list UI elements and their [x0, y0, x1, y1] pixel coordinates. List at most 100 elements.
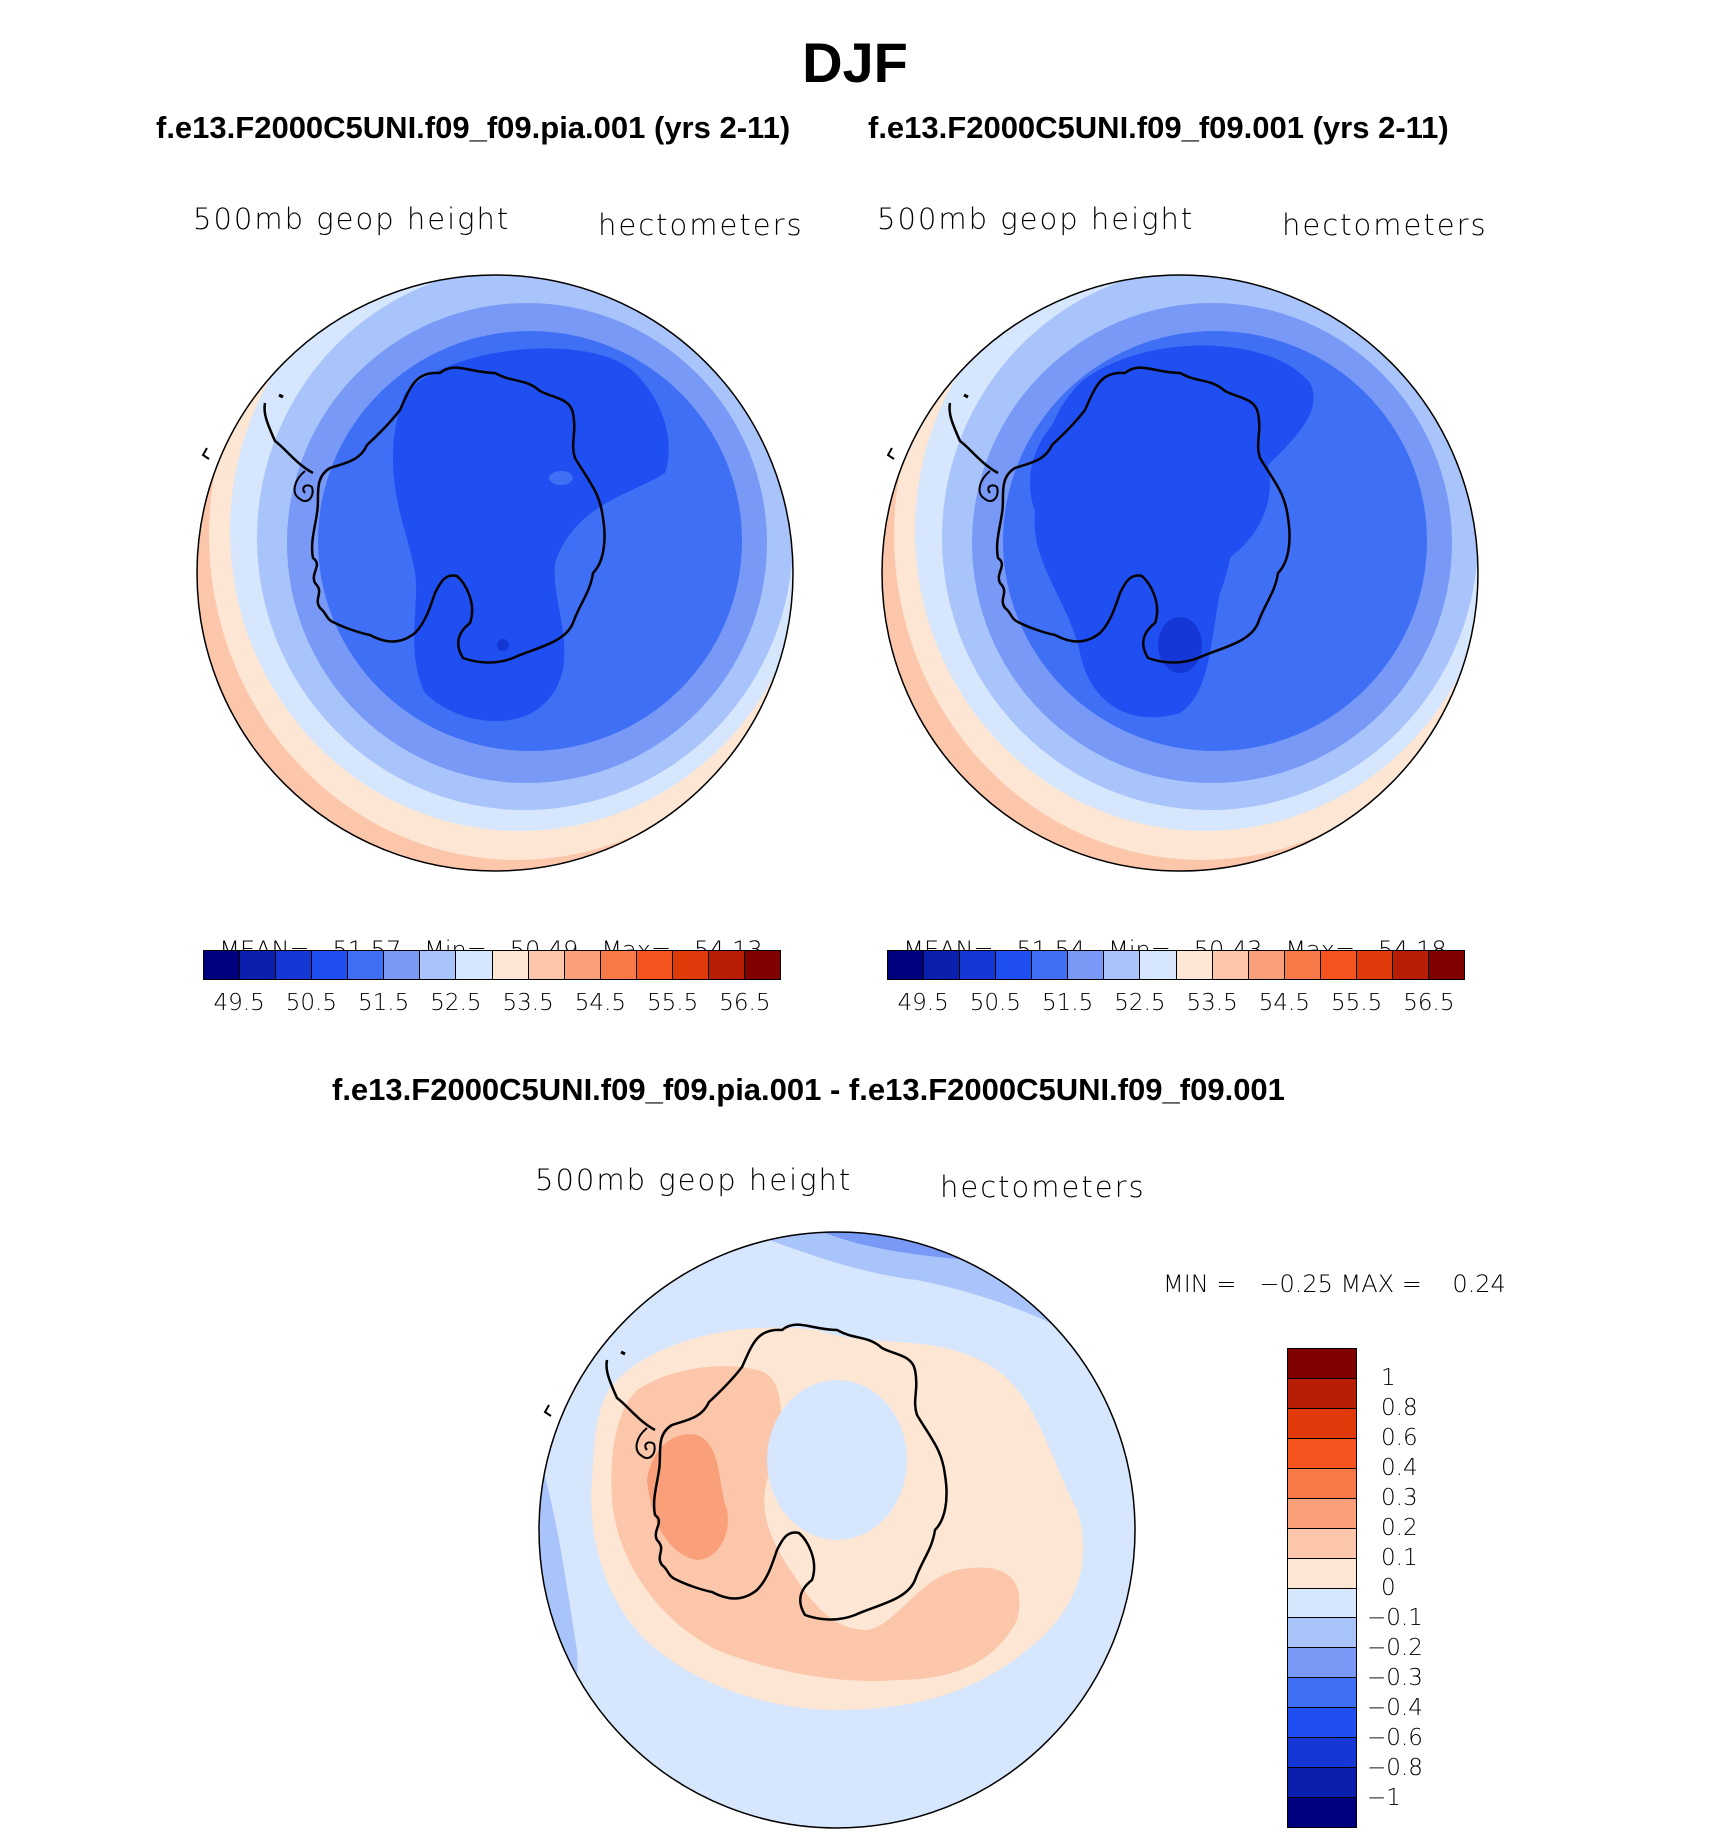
panel-1-colorbar-tick-label: 56.5: [719, 990, 771, 1016]
panel-1-colorbar-swatch: [636, 951, 673, 979]
diff-polar-map: [538, 1231, 1136, 1829]
diff-antarctica-coastline: [652, 1323, 948, 1621]
diff-colorbar: [1287, 1348, 1357, 1828]
diff-colorbar-swatch: [1288, 1558, 1356, 1589]
panel-2-colorbar-swatch: [1140, 951, 1177, 979]
panel-1-colorbar-swatch: [456, 951, 493, 979]
diff-colorbar-tick-label: −0.8: [1367, 1755, 1423, 1781]
panel-2-colorbar-swatch: [1176, 951, 1213, 979]
panel-2-colorbar-tick-label: 55.5: [1331, 990, 1383, 1016]
panel-2-colorbar-tick-label: 56.5: [1403, 990, 1455, 1016]
diff-min-max-stats: MIN = −0.25 MAX = 0.24: [1163, 1270, 1506, 1298]
panel-2-colorbar-swatch: [1392, 951, 1429, 979]
panel-2-colorbar: [887, 950, 1465, 980]
panel-2-colorbar-swatch: [1248, 951, 1285, 979]
diff-colorbar-tick-label: −0.2: [1367, 1635, 1423, 1661]
panel-2-colorbar-swatch: [1032, 951, 1069, 979]
panel-1-colorbar-swatch: [240, 951, 277, 979]
panel-2-colorbar-labels: 49.5 50.5 51.5 52.5 53.5 54.5 55.5 56.5: [887, 990, 1465, 1020]
panel-1-polar-map: [196, 274, 794, 872]
diff-variable-label: 500mb geop height: [535, 1163, 853, 1197]
panel-1-colorbar-swatch: [564, 951, 601, 979]
diff-colorbar-labels: 1 0.8 0.6 0.4 0.3 0.2 0.1 0 −0.1 −0.2 −0.3 −0.4 −0.6…: [1367, 1348, 1467, 1828]
diff-colorbar-swatch: [1288, 1768, 1356, 1799]
panel-2-colorbar-tick-label: 49.5: [897, 990, 949, 1016]
panel-2-case-title: f.e13.F2000C5UNI.f09_f09.001 (yrs 2-11): [868, 110, 1449, 145]
panel-2-colorbar-tick-label: 54.5: [1258, 990, 1310, 1016]
panel-1-colorbar-swatch: [204, 951, 241, 979]
diff-colorbar-tick-label: −1: [1367, 1785, 1401, 1811]
diff-colorbar-swatch: [1288, 1349, 1356, 1379]
diff-colorbar-tick-label: 0.3: [1381, 1485, 1418, 1511]
panel-2-antarctica-coastline: [995, 366, 1291, 664]
diff-colorbar-swatch: [1288, 1648, 1356, 1679]
panel-2-colorbar-swatch: [996, 951, 1033, 979]
panel-2-polar-map: [881, 274, 1479, 872]
diff-colorbar-tick-label: 0.1: [1381, 1545, 1418, 1571]
diff-colorbar-swatch: [1288, 1498, 1356, 1529]
diff-colorbar-swatch: [1288, 1588, 1356, 1619]
panel-2-colorbar-swatch: [1356, 951, 1393, 979]
diff-colorbar-tick-label: 0.2: [1381, 1515, 1418, 1541]
panel-2-colorbar-swatch: [1104, 951, 1141, 979]
diff-colorbar-tick-label: 0: [1381, 1575, 1396, 1601]
panel-2-colorbar-swatch: [1212, 951, 1249, 979]
panel-1-colorbar-tick-label: 53.5: [502, 990, 554, 1016]
panel-1-colorbar-swatch: [528, 951, 565, 979]
panel-2-variable-label: 500mb geop height: [877, 202, 1195, 236]
panel-1-colorbar-swatch: [744, 951, 780, 979]
panel-1-colorbar-tick-label: 50.5: [285, 990, 337, 1016]
diff-colorbar-tick-label: −0.3: [1367, 1665, 1423, 1691]
diff-colorbar-tick-label: 1: [1381, 1365, 1396, 1391]
panel-2-colorbar-tick-label: 53.5: [1186, 990, 1238, 1016]
diff-units-label: hectometers: [940, 1170, 1146, 1204]
diff-colorbar-tick-label: 0.6: [1381, 1425, 1418, 1451]
panel-1-antarctica-coastline: [310, 366, 606, 664]
diff-case-title: f.e13.F2000C5UNI.f09_f09.pia.001 - f.e13…: [332, 1072, 1285, 1107]
panel-1-variable-label: 500mb geop height: [193, 202, 511, 236]
diff-colorbar-swatch: [1288, 1708, 1356, 1739]
diff-colorbar-swatch: [1288, 1438, 1356, 1469]
diff-colorbar-tick-label: 0.8: [1381, 1395, 1418, 1421]
diff-colorbar-swatch: [1288, 1408, 1356, 1439]
panel-1-colorbar-tick-label: 55.5: [647, 990, 699, 1016]
panel-2-colorbar-swatch: [924, 951, 961, 979]
diff-colorbar-tick-label: 0.4: [1381, 1455, 1418, 1481]
panel-2-colorbar-swatch: [960, 951, 997, 979]
diff-colorbar-swatch: [1288, 1378, 1356, 1409]
panel-2-units-label: hectometers: [1282, 208, 1488, 242]
diff-colorbar-tick-label: −0.4: [1367, 1695, 1423, 1721]
panel-1-colorbar-swatch: [420, 951, 457, 979]
panel-1-colorbar: [203, 950, 781, 980]
panel-1-colorbar-swatch: [312, 951, 349, 979]
panel-1-colorbar-swatch: [276, 951, 313, 979]
panel-1-colorbar-swatch: [600, 951, 637, 979]
diff-colorbar-tick-label: −0.1: [1367, 1605, 1423, 1631]
panel-1-colorbar-tick-label: 52.5: [430, 990, 482, 1016]
panel-1-colorbar-swatch: [492, 951, 529, 979]
diff-colorbar-swatch: [1288, 1618, 1356, 1649]
diff-colorbar-swatch: [1288, 1678, 1356, 1709]
panel-1-colorbar-swatch: [384, 951, 421, 979]
panel-2-colorbar-swatch: [1284, 951, 1321, 979]
panel-1-colorbar-tick-label: 51.5: [358, 990, 410, 1016]
panel-2-colorbar-swatch: [1428, 951, 1464, 979]
panel-1-colorbar-swatch: [672, 951, 709, 979]
diff-colorbar-swatch: [1288, 1468, 1356, 1499]
panel-1-case-title: f.e13.F2000C5UNI.f09_f09.pia.001 (yrs 2-…: [156, 110, 791, 145]
diff-colorbar-swatch: [1288, 1738, 1356, 1769]
panel-1-colorbar-swatch: [348, 951, 385, 979]
figure-title: DJF: [802, 31, 908, 94]
panel-2-colorbar-tick-label: 50.5: [969, 990, 1021, 1016]
panel-1-units-label: hectometers: [598, 208, 804, 242]
panel-1-colorbar-swatch: [708, 951, 745, 979]
diff-colorbar-swatch: [1288, 1528, 1356, 1559]
panel-2-colorbar-tick-label: 52.5: [1114, 990, 1166, 1016]
panel-1-colorbar-tick-label: 54.5: [574, 990, 626, 1016]
diff-colorbar-tick-label: −0.6: [1367, 1725, 1423, 1751]
panel-2-colorbar-tick-label: 51.5: [1042, 990, 1094, 1016]
panel-2-colorbar-swatch: [1068, 951, 1105, 979]
panel-1-colorbar-tick-label: 49.5: [213, 990, 265, 1016]
panel-2-colorbar-swatch: [1320, 951, 1357, 979]
panel-2-colorbar-swatch: [888, 951, 925, 979]
